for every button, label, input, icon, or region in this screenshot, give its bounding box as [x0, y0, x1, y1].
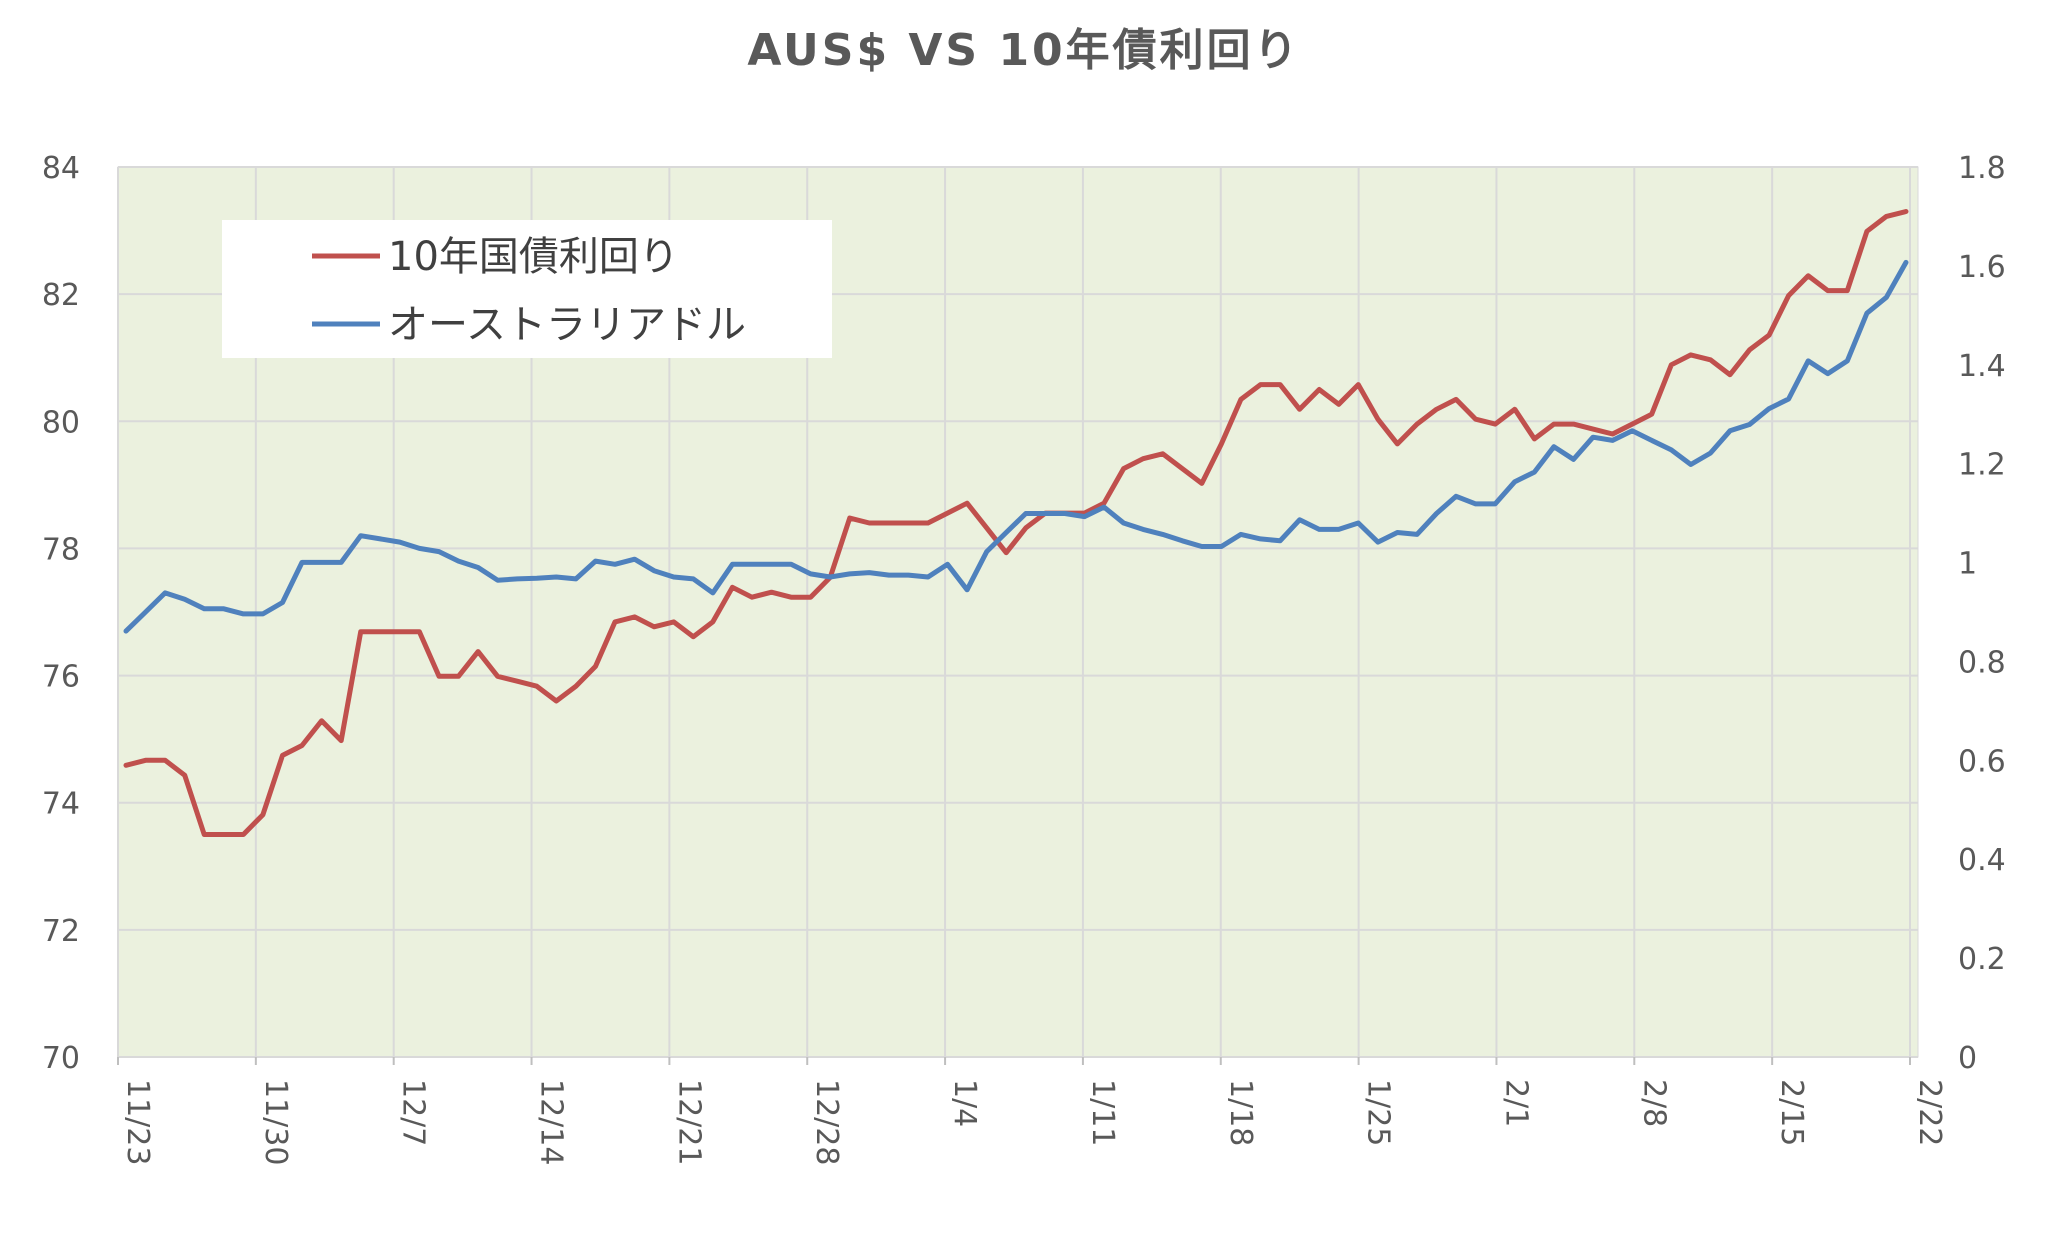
legend-box [222, 220, 832, 358]
x-tick-label: 2/15 [1774, 1079, 1809, 1146]
x-tick-label: 12/21 [671, 1079, 706, 1165]
y-left-tick-label: 72 [42, 914, 80, 949]
x-tick-label: 12/14 [534, 1079, 569, 1165]
y-right-tick-label: 0.8 [1958, 645, 2006, 680]
y-left-tick-label: 78 [42, 532, 80, 567]
y-right-tick-label: 1.8 [1958, 151, 2006, 186]
x-tick-label: 2/1 [1498, 1079, 1533, 1127]
x-tick-label: 12/28 [809, 1079, 844, 1165]
y-right-tick-label: 0 [1958, 1041, 1977, 1076]
x-axis: 11/23 11/30 12/7 12/14 12/21 12/28 1/4 1/11 1/18… [117, 1057, 1947, 1165]
y-right-tick-label: 1.4 [1958, 349, 2006, 384]
legend: 10年国債利回り オーストラリアドル [222, 220, 832, 358]
y-left-tick-label: 82 [42, 278, 80, 313]
y-right-tick-label: 0.2 [1958, 942, 2006, 977]
y-left-tick-label: 74 [42, 787, 80, 822]
x-tick-label: 1/11 [1085, 1079, 1120, 1146]
x-tick-label: 11/23 [120, 1079, 155, 1165]
y-right-tick-label: 0.6 [1958, 744, 2006, 779]
y-right-tick-label: 1.2 [1958, 448, 2006, 483]
x-tick-label: 12/7 [396, 1079, 431, 1146]
right-axis: 0 0.2 0.4 0.6 0.8 1 1.2 1.4 1.6 1.8 [1958, 151, 2006, 1076]
series-line-aud [123, 259, 1909, 634]
x-tick-label: 2/8 [1636, 1079, 1671, 1127]
chart-title: AUS$ VS 10年債利回り [747, 25, 1301, 76]
x-tick-label: 11/30 [258, 1079, 293, 1165]
y-left-tick-label: 76 [42, 660, 80, 695]
y-left-tick-label: 80 [42, 405, 80, 440]
y-right-tick-label: 1 [1958, 547, 1977, 582]
y-right-tick-label: 0.4 [1958, 843, 2006, 878]
left-axis: 70 72 74 76 78 80 82 84 [42, 151, 80, 1076]
y-left-tick-label: 70 [42, 1041, 80, 1076]
y-left-tick-label: 84 [42, 151, 80, 186]
x-tick-label: 1/25 [1361, 1079, 1396, 1146]
legend-label-aud: オーストラリアドル [388, 302, 746, 348]
series-line-bond-yield [123, 209, 1909, 837]
x-tick-label: 1/18 [1223, 1079, 1258, 1146]
horizontal-gridlines [118, 166, 1918, 1058]
y-right-tick-label: 1.6 [1958, 250, 2006, 285]
series-layer [123, 209, 1909, 837]
x-tick-label: 2/22 [1912, 1079, 1947, 1146]
legend-label-rate: 10年国債利回り [388, 234, 679, 280]
x-tick-label: 1/4 [947, 1079, 982, 1127]
